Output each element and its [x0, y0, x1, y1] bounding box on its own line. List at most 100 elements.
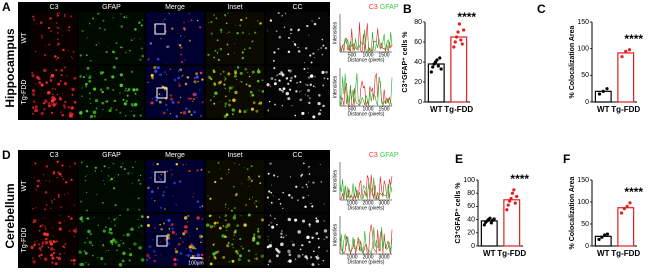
signal-speck — [227, 12, 229, 14]
signal-speck — [167, 242, 170, 245]
signal-speck — [301, 186, 304, 189]
signal-speck — [268, 259, 272, 263]
signal-speck — [166, 74, 167, 76]
micrograph — [79, 160, 144, 212]
signal-speck — [226, 32, 228, 34]
signal-speck — [132, 88, 136, 92]
data-point — [627, 48, 632, 52]
signal-speck — [44, 191, 48, 194]
signal-speck — [270, 77, 274, 80]
signal-speck — [60, 111, 62, 113]
signal-speck — [154, 69, 158, 73]
scale-bar-label: 100μm — [188, 260, 203, 266]
signal-speck — [56, 82, 61, 86]
signal-speck — [250, 107, 255, 111]
data-point — [619, 211, 624, 215]
signal-speck — [169, 113, 171, 115]
signal-speck — [139, 38, 141, 40]
signal-speck — [253, 233, 256, 236]
signal-speck — [158, 100, 162, 104]
signal-speck — [236, 32, 239, 35]
signal-speck — [170, 177, 172, 179]
x-tick-label: WT — [483, 249, 496, 258]
signal-speck — [56, 93, 59, 96]
signal-speck — [311, 263, 315, 267]
signal-speck — [54, 55, 57, 58]
signal-speck — [248, 177, 251, 180]
signal-speck — [312, 181, 315, 184]
signal-speck — [306, 84, 309, 86]
signal-speck — [256, 69, 261, 74]
signal-speck — [209, 197, 212, 200]
signal-speck — [111, 75, 115, 79]
column-label: Merge — [165, 4, 185, 11]
signal-speck — [34, 241, 36, 243]
signal-speck — [117, 174, 120, 176]
signal-speck — [278, 73, 281, 75]
signal-speck — [290, 196, 294, 199]
signal-speck — [40, 253, 43, 257]
signal-speck — [317, 101, 321, 106]
signal-speck — [314, 56, 316, 58]
signal-speck — [273, 174, 276, 177]
signal-speck — [271, 184, 272, 186]
signal-speck — [82, 76, 85, 79]
signal-speck — [267, 172, 270, 175]
signal-speck — [307, 195, 309, 197]
signal-speck — [180, 60, 184, 64]
signal-speck — [213, 56, 216, 59]
signal-speck — [270, 191, 273, 194]
signal-speck — [257, 228, 260, 230]
signal-speck — [61, 164, 64, 167]
data-point — [603, 233, 607, 237]
signal-speck — [111, 243, 114, 246]
signal-speck — [247, 178, 250, 181]
signal-speck — [251, 70, 255, 74]
y-axis-label: % Colocalization Area — [569, 176, 576, 249]
signal-speck — [199, 89, 201, 91]
signal-speck — [150, 190, 154, 194]
micrograph — [206, 12, 264, 64]
signal-speck — [43, 68, 47, 73]
signal-speck — [33, 219, 37, 223]
signal-speck — [302, 196, 305, 199]
signal-speck — [60, 68, 64, 72]
signal-speck — [302, 219, 306, 223]
signal-speck — [52, 93, 54, 96]
signal-speck — [97, 224, 99, 226]
signal-speck — [102, 202, 104, 204]
signal-speck — [108, 217, 110, 219]
profile-tick: 2000 — [362, 200, 373, 206]
signal-speck — [208, 259, 210, 261]
signal-speck — [220, 27, 222, 29]
signal-speck — [33, 18, 36, 21]
signal-speck — [241, 31, 244, 34]
signal-speck — [266, 196, 270, 199]
signal-speck — [55, 26, 57, 28]
signal-speck — [223, 13, 227, 17]
signal-speck — [58, 221, 62, 225]
signal-speck — [225, 22, 228, 25]
signal-speck — [299, 248, 302, 251]
signal-speck — [196, 96, 198, 99]
signal-speck — [312, 250, 315, 253]
signal-speck — [214, 251, 218, 254]
signal-speck — [201, 205, 204, 207]
signal-speck — [291, 105, 293, 107]
data-point — [431, 65, 435, 69]
significance: **** — [457, 10, 476, 24]
y-tick-label: 150 — [577, 177, 589, 184]
bar — [617, 207, 635, 247]
signal-speck — [296, 81, 299, 84]
signal-speck — [278, 87, 282, 91]
signal-speck — [160, 174, 162, 176]
signal-speck — [68, 26, 71, 29]
signal-speck — [44, 208, 47, 211]
signal-speck — [170, 224, 172, 226]
signal-speck — [173, 262, 177, 267]
signal-speck — [103, 165, 106, 168]
micrograph — [266, 160, 329, 212]
signal-speck — [130, 103, 134, 106]
signal-speck — [200, 115, 202, 117]
signal-speck — [40, 182, 42, 184]
